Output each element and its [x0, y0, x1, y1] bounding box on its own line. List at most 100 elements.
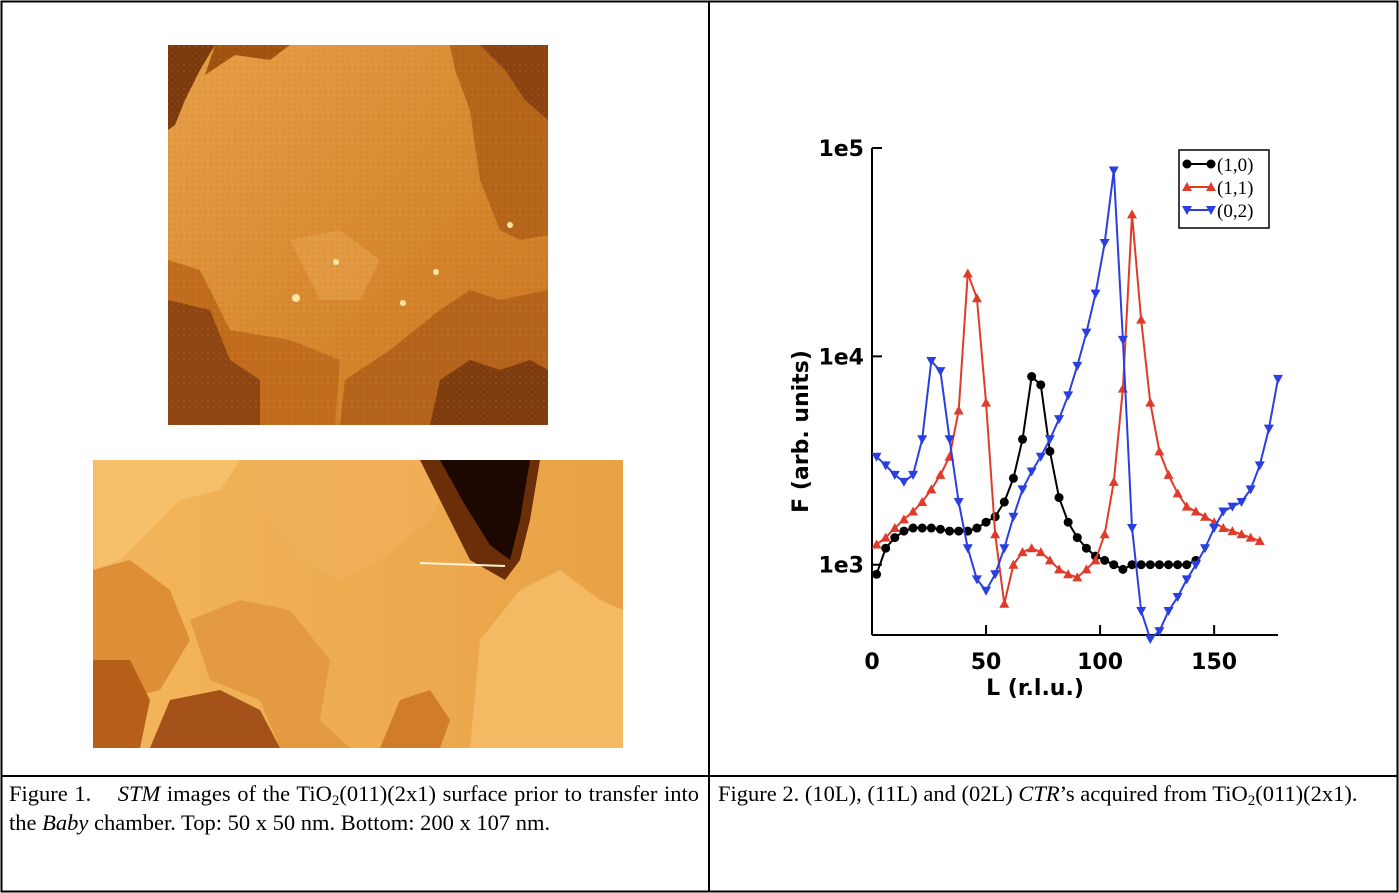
point [972, 293, 982, 302]
point [1045, 447, 1054, 456]
point [981, 398, 991, 407]
point [1200, 544, 1210, 553]
caption-text: ’s acquired from TiO [1060, 781, 1248, 806]
point [1000, 498, 1009, 507]
point [1264, 425, 1274, 434]
point [982, 518, 991, 527]
point [899, 478, 909, 487]
point [1146, 560, 1155, 569]
point [1218, 523, 1228, 532]
point [954, 498, 964, 507]
point [1191, 507, 1201, 516]
point [1173, 488, 1183, 497]
point [881, 544, 890, 553]
x-tick-label: 150 [1191, 650, 1237, 675]
point [1109, 560, 1118, 569]
point [918, 524, 927, 533]
caption-text: images of the TiO [167, 781, 332, 806]
point [945, 527, 954, 536]
point [1137, 560, 1146, 569]
figure2-caption: Figure 2. (10L), (11L) and (02L) CTR’s a… [718, 779, 1391, 808]
legend-label: (0,2) [1217, 201, 1253, 222]
point [972, 524, 981, 533]
point [1009, 474, 1018, 483]
caption-text: Figure 2. (10L), (11L) and (02L) [718, 781, 1013, 806]
point [1036, 453, 1046, 462]
point [954, 405, 964, 414]
point [1273, 375, 1283, 384]
x-tick-label: 100 [1077, 650, 1123, 675]
point [1027, 543, 1037, 552]
point [1064, 518, 1073, 527]
stm-image-bottom [93, 460, 623, 748]
caption-text: chamber. Top: 50 x 50 nm. Bottom: 200 x … [94, 810, 550, 835]
series-line [877, 170, 1278, 639]
point [1091, 290, 1101, 299]
point [1255, 461, 1265, 470]
point [1207, 160, 1216, 169]
figure1-caption: Figure 1. STM images of the TiO2(011)(2x… [9, 779, 699, 837]
point [1054, 415, 1064, 424]
point [999, 544, 1009, 553]
point [990, 570, 1000, 579]
point [1100, 239, 1110, 248]
point [1127, 209, 1137, 218]
point [1018, 485, 1028, 494]
point [990, 529, 1000, 538]
point [935, 470, 945, 479]
point [1209, 524, 1219, 533]
point [1173, 560, 1182, 569]
point [890, 533, 899, 542]
point [899, 527, 908, 536]
point [1164, 607, 1174, 616]
point [1118, 384, 1128, 393]
point [926, 484, 936, 493]
y-tick-label: 1e3 [818, 554, 864, 579]
point [1063, 391, 1073, 400]
caption-italic: Baby [42, 810, 88, 835]
point [1100, 529, 1110, 538]
point [1055, 493, 1064, 502]
point [1018, 435, 1027, 444]
point [1081, 329, 1091, 338]
point [936, 525, 945, 534]
point [1164, 560, 1173, 569]
point [1109, 166, 1119, 175]
x-tick-label: 50 [971, 650, 1002, 675]
point [1227, 503, 1237, 512]
legend-label: (1,1) [1217, 178, 1253, 199]
x-tick-label: 0 [864, 650, 879, 675]
point [1045, 435, 1055, 444]
caption-text: (011)(2x1). [1255, 781, 1357, 806]
point [1182, 575, 1192, 584]
point [909, 524, 918, 533]
point [1200, 512, 1210, 521]
point [1008, 513, 1018, 522]
point [954, 527, 963, 536]
point [1145, 398, 1155, 407]
y-tick-label: 1e4 [818, 345, 864, 370]
point [927, 524, 936, 533]
point [1127, 524, 1137, 533]
point [1136, 315, 1146, 324]
point [1155, 560, 1164, 569]
legend-label: (1,0) [1217, 155, 1253, 176]
point [1073, 533, 1082, 542]
point [1136, 607, 1146, 616]
point [999, 599, 1009, 608]
point [1164, 470, 1174, 479]
y-tick-label: 1e5 [818, 137, 864, 162]
page: {"figure1_caption": ["Figure 1.", "STM",… [0, 0, 1399, 893]
point [1154, 446, 1164, 455]
caption-text: Figure 1. [9, 781, 91, 806]
point [935, 367, 945, 376]
caption-italic: STM [118, 781, 161, 806]
point [963, 268, 973, 277]
point [1100, 556, 1109, 565]
point [1182, 560, 1191, 569]
point [1191, 561, 1201, 570]
point [1183, 160, 1192, 169]
point [1218, 508, 1228, 517]
document-frame: 1e31e41e5050100150L (r.l.u.)F (arb. unit… [0, 0, 1399, 893]
